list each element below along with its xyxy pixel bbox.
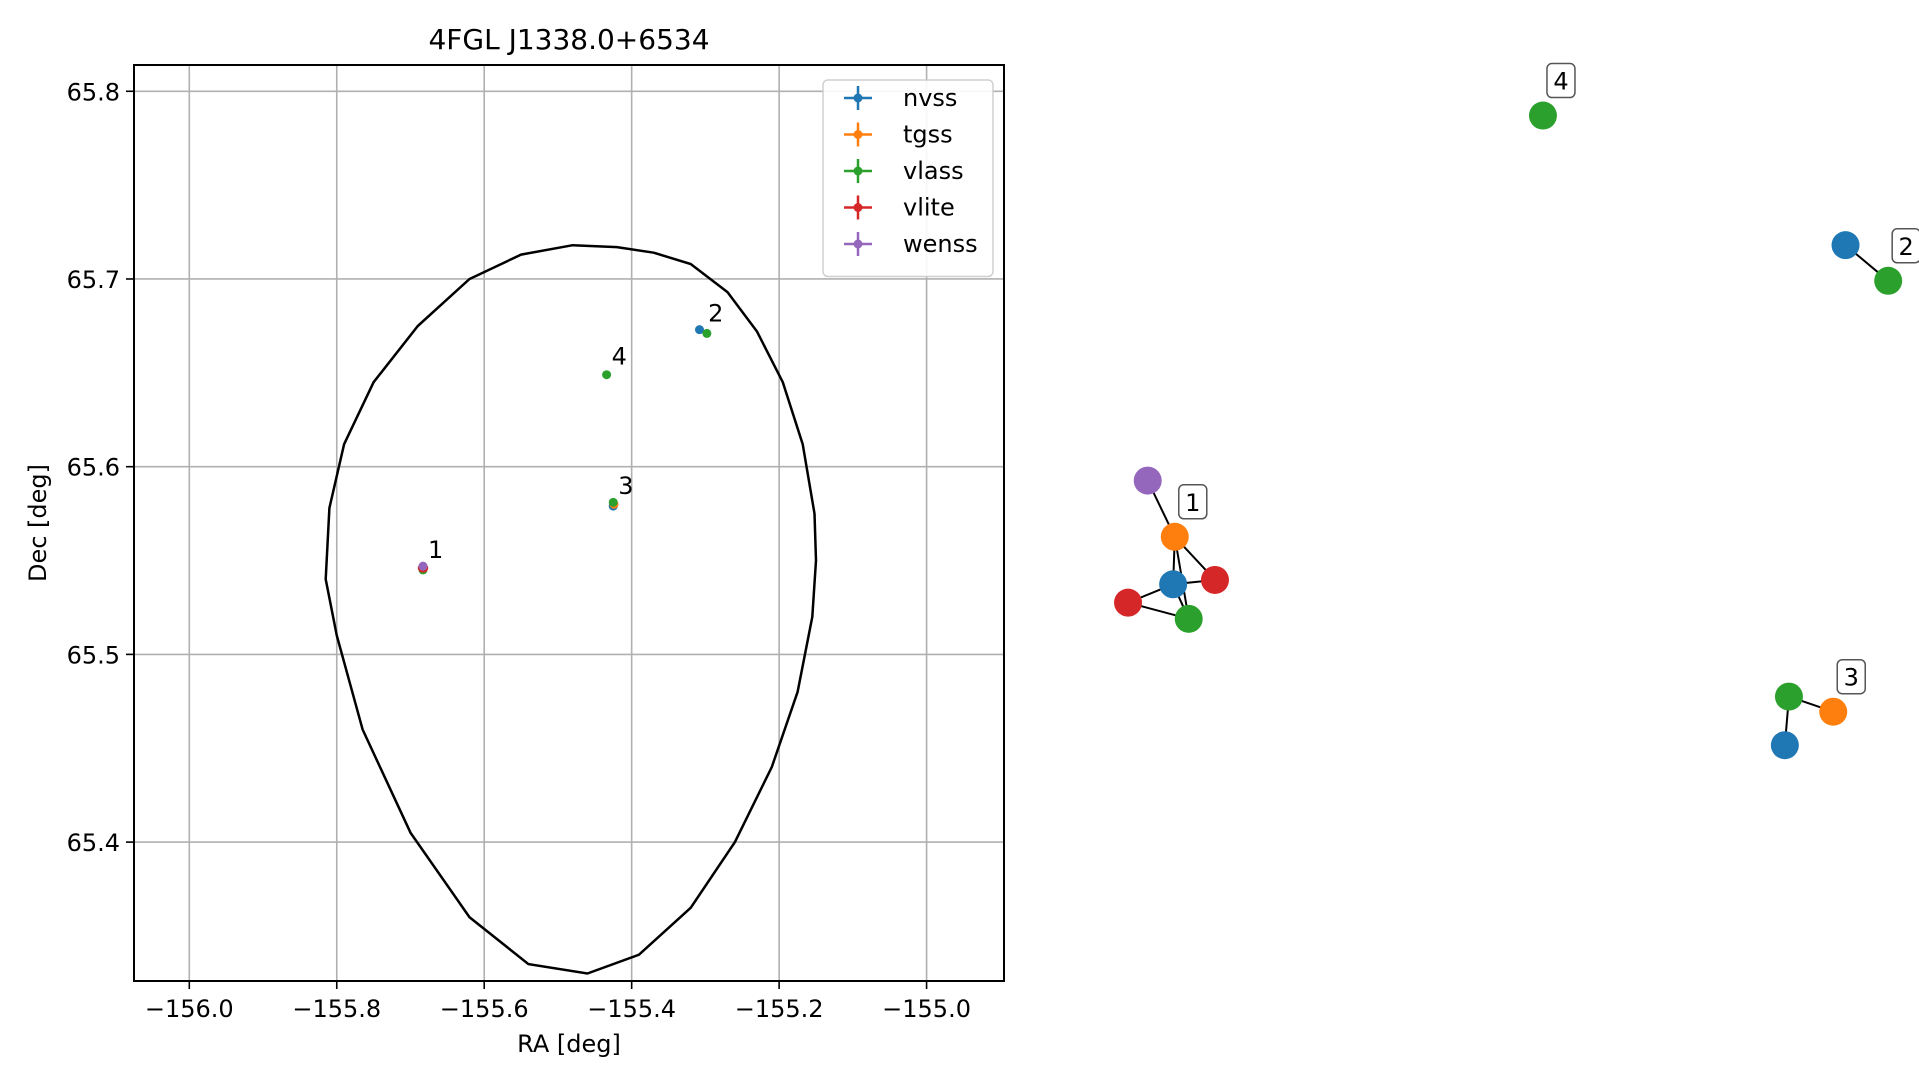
x-tick-label: −155.8 [292, 995, 381, 1023]
plot-frame [133, 64, 1005, 982]
network-node-vlass [1174, 604, 1203, 633]
legend-label-vlite: vlite [903, 194, 955, 222]
ellipse-outline [324, 243, 818, 975]
point-nvss [695, 325, 704, 335]
network-node-nvss [1770, 731, 1799, 760]
x-tick-label: −155.6 [440, 995, 529, 1023]
cluster-4: 4 [1528, 62, 1576, 130]
point-vlass [702, 328, 712, 338]
data-points [417, 325, 712, 575]
x-tick-label: −156.0 [145, 995, 234, 1023]
network-node-vlass [1774, 682, 1803, 711]
legend-marker-nvss-dot [853, 93, 863, 103]
legend: nvss tgss vlass vlite wenss [822, 79, 994, 278]
x-axis-label: RA [deg] [517, 1030, 621, 1058]
point-vlass [602, 370, 612, 380]
cluster-2: 2 [1831, 228, 1919, 295]
network-node-vlass [1528, 101, 1557, 130]
y-tick-label: 65.7 [67, 266, 120, 294]
network-node-nvss [1159, 570, 1188, 599]
point-annotation: 1 [428, 536, 443, 564]
y-tick-label: 65.6 [67, 454, 120, 482]
point-annotation: 3 [618, 472, 633, 500]
network-node-tgss [1160, 522, 1189, 551]
cluster-3: 3 [1770, 658, 1866, 760]
network-node-wenss [1133, 466, 1162, 495]
point-wenss [418, 561, 428, 571]
y-axis-ticks: 65.4 65.5 65.6 65.7 65.8 [67, 78, 134, 857]
legend-label-tgss: tgss [903, 121, 953, 149]
legend-label-vlass: vlass [903, 157, 964, 185]
network-panel: 1 2 3 4 [1114, 62, 1919, 760]
cluster-label: 3 [1844, 664, 1859, 692]
network-node-vlass [1874, 266, 1903, 295]
legend-marker-tgss-dot [853, 130, 863, 139]
cluster-label-box [1836, 658, 1866, 695]
y-tick-label: 65.5 [67, 641, 120, 669]
x-tick-label: −155.4 [587, 995, 676, 1023]
legend-label-wenss: wenss [903, 230, 978, 258]
legend-marker-wenss-dot [853, 239, 863, 249]
legend-marker-vlass-dot [853, 166, 863, 176]
cluster-label: 1 [1185, 489, 1200, 517]
network-node-tgss [1819, 697, 1848, 726]
cluster-label: 2 [1899, 233, 1914, 261]
error-ellipse [324, 243, 818, 975]
cluster-label-box [1178, 484, 1208, 520]
chart-title: 4FGL J1338.0+6534 [428, 23, 709, 56]
point-annotation: 2 [708, 300, 723, 328]
cluster-label-box [1891, 228, 1919, 264]
legend-marker-vlite-dot [853, 203, 863, 212]
point-annotation: 4 [612, 343, 627, 371]
x-tick-label: −155.0 [882, 995, 971, 1023]
legend-box [822, 79, 994, 278]
point-annotations: 1 2 3 4 [428, 300, 723, 565]
cluster-label: 4 [1553, 68, 1568, 96]
network-node-vlite [1200, 565, 1229, 594]
legend-label-nvss: nvss [903, 84, 957, 112]
y-tick-label: 65.4 [67, 829, 120, 857]
cluster-label-box [1546, 62, 1576, 99]
network-node-vlite [1114, 588, 1143, 617]
x-axis-ticks: −156.0 −155.8 −155.6 −155.4 −155.2 −155.0 [145, 981, 971, 1023]
y-tick-label: 65.8 [67, 78, 120, 106]
x-tick-label: −155.2 [735, 995, 824, 1023]
network-node-nvss [1831, 231, 1860, 260]
point-vlass [608, 497, 618, 507]
cluster-1: 1 [1114, 466, 1229, 633]
scatter-panel: 4FGL J1338.0+6534 1 2 3 4 −156.0 −155.8 −155.… [24, 23, 1005, 1058]
y-axis-label: Dec [deg] [24, 464, 52, 582]
